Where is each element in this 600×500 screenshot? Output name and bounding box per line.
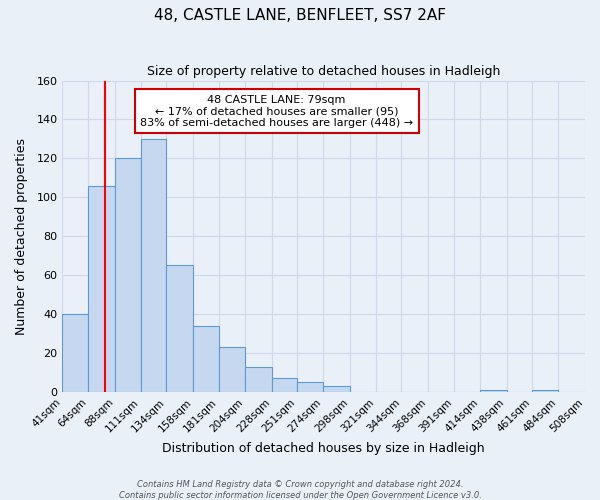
Text: 48, CASTLE LANE, BENFLEET, SS7 2AF: 48, CASTLE LANE, BENFLEET, SS7 2AF (154, 8, 446, 22)
X-axis label: Distribution of detached houses by size in Hadleigh: Distribution of detached houses by size … (163, 442, 485, 455)
Bar (115, 158, 140, 392)
Bar (245, 366, 272, 392)
Bar (166, 266, 193, 392)
Bar (272, 378, 298, 392)
Bar (298, 382, 323, 392)
Bar (219, 347, 245, 392)
Bar (62, 314, 88, 392)
Bar (193, 326, 219, 392)
Bar (140, 139, 166, 392)
Bar (480, 390, 506, 392)
Text: 48 CASTLE LANE: 79sqm
← 17% of detached houses are smaller (95)
83% of semi-deta: 48 CASTLE LANE: 79sqm ← 17% of detached … (140, 94, 413, 128)
Text: Contains HM Land Registry data © Crown copyright and database right 2024.
Contai: Contains HM Land Registry data © Crown c… (119, 480, 481, 500)
Title: Size of property relative to detached houses in Hadleigh: Size of property relative to detached ho… (147, 65, 500, 78)
Bar (88, 186, 115, 392)
Bar (532, 390, 558, 392)
Bar (323, 386, 350, 392)
Y-axis label: Number of detached properties: Number of detached properties (15, 138, 28, 335)
